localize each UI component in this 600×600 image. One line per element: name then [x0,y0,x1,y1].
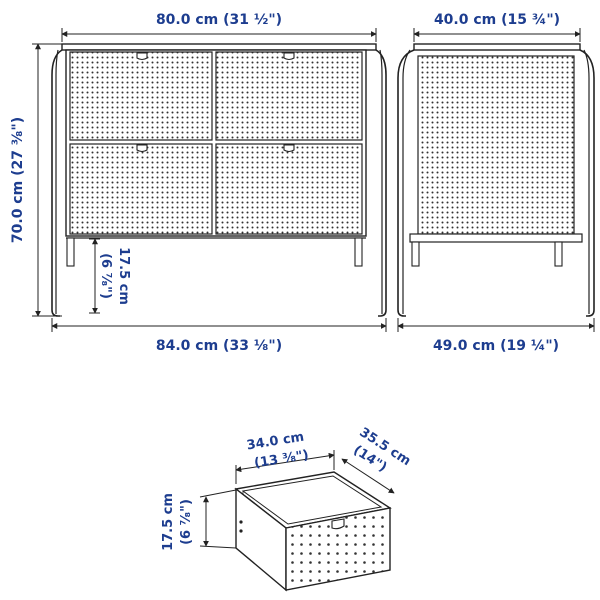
front-leg-height-dimension: 17.5 cm (6 ⁷⁄₈") [89,238,131,314]
front-view: 80.0 cm (31 ½") 70.0 cm (27 ³⁄₈") [10,12,387,354]
drawer-front-panel [285,507,391,591]
front-total-width-label: 84.0 cm (33 ¹⁄₈") [156,338,282,354]
drawer-front-bottom-left [69,143,213,235]
front-cabinet [51,43,387,317]
side-perforated-panel [417,55,575,235]
side-view: 40.0 cm (15 ¾") 49.0 cm (19 ¼") [397,12,595,354]
side-total-depth-dimension: 49.0 cm (19 ¼") [397,318,595,354]
side-cabinet [397,43,595,317]
drawer-front-bottom-right [215,143,363,235]
drawer-handle-icon [331,518,345,530]
drawer-handle-icon [136,144,148,153]
drawer-handle-icon [283,144,295,153]
side-total-depth-label: 49.0 cm (19 ¼") [433,338,559,354]
drawer-box [234,471,392,592]
side-top-depth-label: 40.0 cm (15 ¾") [434,12,560,28]
front-top-width-dimension: 80.0 cm (31 ½") [61,12,377,42]
front-height-label: 70.0 cm (27 ³⁄₈") [10,117,26,243]
drawer-height-in-label: (6 ⁷⁄₈") [179,499,194,545]
drawer-front-top-right [215,51,363,141]
drawer-handle-icon [136,52,148,61]
drawer-handle-icon [283,52,295,61]
front-leg-height-in-label: (6 ⁷⁄₈") [98,253,113,299]
drawer-height-cm-label: 17.5 cm [161,493,176,551]
drawer-height-dimension: 17.5 cm (6 ⁷⁄₈") [161,489,237,551]
front-leg-height-cm-label: 17.5 cm [116,247,131,305]
side-top-depth-dimension: 40.0 cm (15 ¾") [413,12,581,42]
front-height-dimension: 70.0 cm (27 ³⁄₈") [10,43,62,317]
front-total-width-dimension: 84.0 cm (33 ¹⁄₈") [51,318,387,354]
drawer-view: 34.0 cm (13 ³⁄₈") 35.5 cm (14") [161,425,413,592]
drawer-front-top-left [69,51,213,141]
drawer-depth-dimension: 35.5 cm (14") [341,425,413,494]
front-top-width-label: 80.0 cm (31 ½") [156,12,282,28]
drawer-width-in-label: (13 ³⁄₈") [253,448,310,471]
